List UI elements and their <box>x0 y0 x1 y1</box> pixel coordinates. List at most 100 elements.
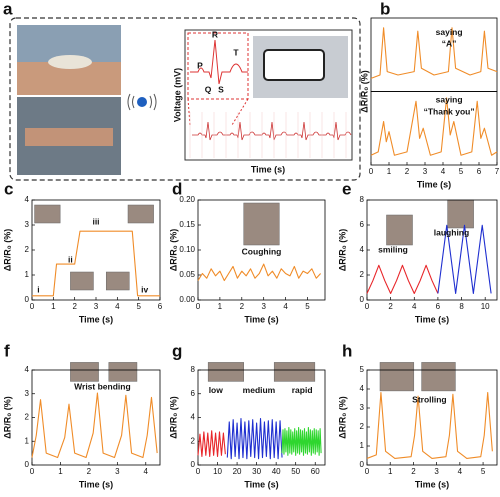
x-axis-label: Time (s) <box>417 179 451 189</box>
x-tick-label: 0 <box>196 467 201 476</box>
x-axis-label: Time (s) <box>244 314 278 324</box>
panel: g 0 10 20 30 40 50 60 0 2 4 6 8 Time (s) ΔR/R₀ (%) low m… <box>168 341 326 489</box>
panel-letter: c <box>4 179 13 198</box>
x-tick-label: 2 <box>388 302 393 311</box>
x-tick-label: 0 <box>369 167 374 176</box>
x-tick-label: 1 <box>58 467 63 476</box>
panel: b 0 1 2 3 4 5 6 7 Time (s) ΔR/R₀ (%) saying “A” sayin… <box>359 0 499 189</box>
x-tick-label: 30 <box>252 467 261 476</box>
y-tick-label: 1 <box>25 436 30 445</box>
annotation: Coughing <box>242 246 282 256</box>
y-tick-label: 1 <box>360 441 365 450</box>
y-tick-label: 6 <box>191 389 196 398</box>
annotation: medium <box>243 385 276 395</box>
y-axis-label: ΔR/R₀ (%) <box>359 70 369 113</box>
x-tick-label: 2 <box>72 302 77 311</box>
annotation: low <box>209 385 224 395</box>
x-axis-label: Time (s) <box>79 314 113 324</box>
dashed-frame <box>9 17 361 181</box>
y-tick-label: 4 <box>25 365 30 374</box>
y-axis-label: ΔR/R₀ (%) <box>2 229 12 272</box>
plot-frame <box>366 369 498 466</box>
y-tick-label: 0.05 <box>179 270 195 279</box>
x-tick-label: 2 <box>405 167 410 176</box>
x-tick-label: 3 <box>423 167 428 176</box>
panel-letter: a <box>3 0 13 18</box>
photo <box>70 271 94 291</box>
data-line <box>437 224 492 295</box>
photo <box>105 271 130 291</box>
photo-arms <box>25 128 113 146</box>
y-tick-label: 0 <box>360 460 365 469</box>
annotation: iv <box>141 284 148 294</box>
y-tick-label: 2 <box>25 413 30 422</box>
x-tick-label: 8 <box>459 302 464 311</box>
ecg-label: P <box>197 60 203 70</box>
y-tick-label: 2 <box>360 422 365 431</box>
y-axis-label: ΔR/R₀ (%) <box>337 229 347 272</box>
annotation: ii <box>68 254 73 264</box>
annotation: saying <box>436 95 463 105</box>
annotation: saying <box>436 27 463 37</box>
x-tick-label: 4 <box>283 302 288 311</box>
y-tick-label: 5 <box>360 365 365 374</box>
plot-frame <box>370 17 498 92</box>
x-tick-label: 0 <box>30 467 35 476</box>
data-line <box>32 230 160 297</box>
y-tick-label: 0.00 <box>179 295 195 304</box>
data-line <box>370 97 498 156</box>
y-tick-label: 2 <box>191 436 196 445</box>
x-tick-label: 10 <box>213 467 222 476</box>
y-tick-label: 0 <box>25 460 30 469</box>
ecg-label: R <box>212 29 218 39</box>
zoom-link <box>187 98 249 126</box>
x-tick-label: 2 <box>240 302 245 311</box>
x-tick-label: 10 <box>481 302 490 311</box>
panel-letter: h <box>342 341 352 360</box>
y-axis-label: ΔR/R₀ (%) <box>2 396 12 439</box>
data-line <box>281 426 322 456</box>
panel: f 0 1 2 3 4 0 1 2 3 4 Time (s) ΔR/R₀ (%) Wrist bendin… <box>2 341 161 489</box>
x-tick-label: 60 <box>311 467 320 476</box>
x-axis-label: Time (s) <box>79 479 113 489</box>
x-tick-label: 7 <box>495 167 500 176</box>
y-tick-label: 8 <box>191 365 196 374</box>
data-line <box>197 263 322 282</box>
y-axis-label: ΔR/R₀ (%) <box>168 396 178 439</box>
x-tick-label: 5 <box>481 467 486 476</box>
data-line <box>366 392 493 459</box>
data-line <box>197 430 226 457</box>
y-tick-label: 3 <box>25 389 30 398</box>
x-tick-label: 40 <box>272 467 281 476</box>
x-tick-label: 4 <box>458 467 463 476</box>
annotation: Strolling <box>412 395 446 405</box>
bluetooth-icon <box>137 97 147 107</box>
photo <box>207 362 244 382</box>
photo <box>243 202 280 246</box>
signal-waves <box>127 93 157 111</box>
photo <box>421 362 456 392</box>
sensor <box>48 55 92 69</box>
photo <box>34 204 61 224</box>
x-tick-label: 2 <box>411 467 416 476</box>
y-tick-label: 0 <box>360 295 365 304</box>
photo <box>70 362 99 382</box>
annotation: “A” <box>442 39 457 49</box>
y-tick-label: 1 <box>25 270 30 279</box>
x-tick-label: 4 <box>412 302 417 311</box>
y-axis-label: ΔR/R₀ (%) <box>337 396 347 439</box>
data-line <box>366 264 439 295</box>
photo <box>386 214 413 246</box>
x-tick-label: 2 <box>87 467 92 476</box>
x-tick-label: 0 <box>365 302 370 311</box>
x-axis-label: Time (s) <box>251 164 285 174</box>
panel: e 0 2 4 6 8 10 0 2 4 6 8 Time (s) ΔR/R₀ (%) smiling lau… <box>337 179 498 324</box>
x-tick-label: 50 <box>291 467 300 476</box>
x-tick-label: 3 <box>94 302 99 311</box>
photo <box>108 362 138 382</box>
data-line <box>31 392 158 459</box>
annotation: Wrist bending <box>74 381 131 391</box>
ecg-label: S <box>218 84 224 94</box>
